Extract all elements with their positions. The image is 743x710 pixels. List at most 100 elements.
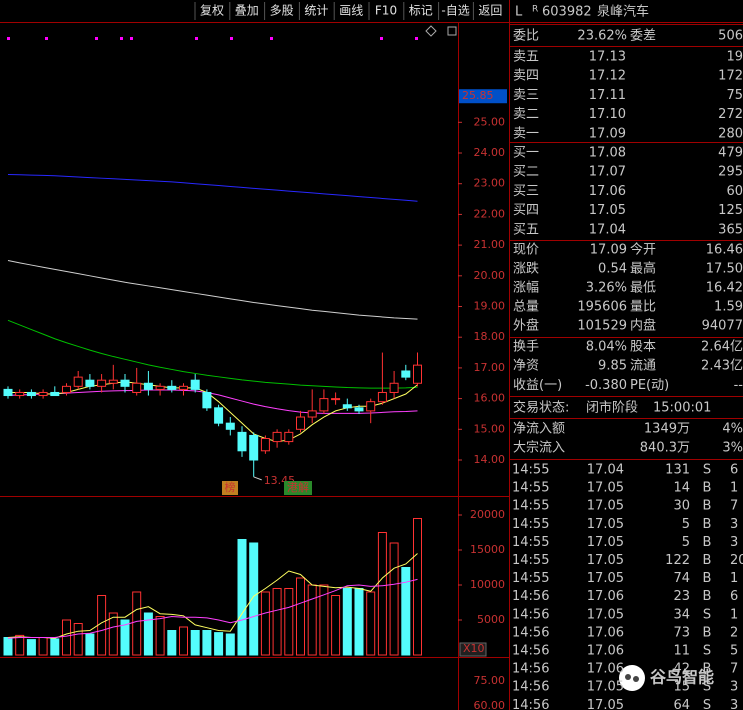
trade-volume: 73 <box>673 625 690 640</box>
y-tick-label: 20000 <box>470 508 505 521</box>
toolbar-button[interactable]: 多股 <box>270 4 294 18</box>
toolbar-button[interactable]: 画线 <box>339 4 363 18</box>
candle-body <box>132 382 142 393</box>
y-tick-label: 25.00 <box>474 115 506 128</box>
value: 16.46 <box>706 243 743 258</box>
trade-volume: 122 <box>665 553 690 568</box>
label: 今开 <box>630 242 656 258</box>
trade-side: B <box>703 481 712 496</box>
book-label: 卖三 <box>513 88 539 103</box>
value: 1.59 <box>714 300 743 315</box>
toolbar-button[interactable]: 返回 <box>478 4 502 18</box>
box-icon[interactable] <box>447 26 457 36</box>
value: 101529 <box>577 319 627 334</box>
volume-bar <box>307 584 317 656</box>
toolbar-button[interactable]: 叠加 <box>235 4 259 18</box>
y-tick-label: 24.00 <box>474 146 506 159</box>
candle-body <box>120 379 130 387</box>
book-volume: 60 <box>726 184 743 199</box>
candle-body <box>38 391 48 397</box>
book-volume: 365 <box>718 222 743 237</box>
trade-time: 14:55 <box>512 553 549 568</box>
trade-volume: 42 <box>673 662 690 677</box>
diamond-icon[interactable] <box>425 25 437 37</box>
ma-line <box>7 259 418 320</box>
trade-volume: 64 <box>673 698 690 710</box>
trade-count: 7 <box>730 662 738 677</box>
book-volume: 295 <box>718 165 743 180</box>
annotation-leader <box>253 476 262 481</box>
toolbar-button[interactable]: 复权 <box>200 4 224 18</box>
value: 195606 <box>577 300 627 315</box>
market: L <box>515 5 523 20</box>
trade-time: 14:55 <box>512 481 549 496</box>
trade-price: 17.05 <box>587 499 624 514</box>
candle-body <box>272 431 282 443</box>
trade-side: B <box>703 625 712 640</box>
book-price: 17.08 <box>589 146 626 161</box>
value: 17.09 <box>590 243 627 258</box>
volume-bar <box>38 636 48 656</box>
ma-line <box>7 553 418 639</box>
ma-line <box>7 319 418 389</box>
y-tick-label: 21.00 <box>474 238 506 251</box>
candle-body <box>377 391 387 403</box>
toolbar-button[interactable]: F10 <box>375 4 397 18</box>
volume-bar <box>354 587 364 656</box>
candle-body <box>249 434 259 461</box>
trade-side: B <box>703 571 712 586</box>
y-tick-label: 17.00 <box>474 361 506 374</box>
y-tick-label: 10000 <box>470 578 505 591</box>
volume-bar <box>120 619 130 656</box>
book-volume: 479 <box>718 146 743 161</box>
candle-body <box>62 385 71 393</box>
trade-time: 14:56 <box>512 625 549 640</box>
label: 内盘 <box>630 318 656 334</box>
trade-time: 14:55 <box>512 499 549 514</box>
trade-side: S <box>703 698 711 710</box>
candle-body <box>50 391 60 397</box>
value: 23.62% <box>577 29 627 44</box>
trade-count: 5 <box>730 644 738 659</box>
trade-price: 17.06 <box>587 662 624 677</box>
candle-body <box>202 391 212 409</box>
candle-body <box>354 407 364 412</box>
value: 8.04% <box>586 340 627 355</box>
trade-price: 17.06 <box>587 625 624 640</box>
toolbar-button[interactable]: 标记 <box>409 4 433 18</box>
label: 委比 <box>513 29 539 44</box>
toolbar-button[interactable]: 统计 <box>304 4 328 18</box>
trade-price: 17.05 <box>587 517 624 532</box>
ma-line <box>7 389 418 414</box>
tag-label: 港解 <box>287 480 309 494</box>
trade-volume: 5 <box>682 535 690 550</box>
candle-body <box>296 416 305 430</box>
volume-bar <box>155 615 165 656</box>
toolbar-button[interactable]: -自选 <box>441 4 469 18</box>
lower-axis-label: 60.00 <box>474 699 506 710</box>
book-price: 17.04 <box>589 222 626 237</box>
candle-body <box>143 382 153 390</box>
volume-bar <box>260 591 270 656</box>
y-tick-label: 14.00 <box>474 453 506 466</box>
trade-count: 3 <box>730 680 738 695</box>
label: 总量 <box>513 300 539 315</box>
trade-count: 7 <box>730 499 738 514</box>
volume-bar <box>249 542 259 656</box>
book-label: 卖四 <box>513 69 539 84</box>
trade-time: 14:56 <box>512 680 549 695</box>
trade-side: S <box>703 607 711 622</box>
book-price: 17.05 <box>589 203 626 218</box>
candle-body <box>85 379 95 387</box>
axis-marker-box <box>459 89 507 104</box>
trade-price: 17.06 <box>587 644 624 659</box>
flow-label: 大宗流入 <box>513 440 565 456</box>
candle-body <box>190 379 200 390</box>
value: 3.26% <box>586 281 627 296</box>
trade-count: 1 <box>730 481 738 496</box>
candle-body <box>366 401 376 412</box>
volume-bar <box>413 517 422 656</box>
top-dots <box>7 37 418 40</box>
